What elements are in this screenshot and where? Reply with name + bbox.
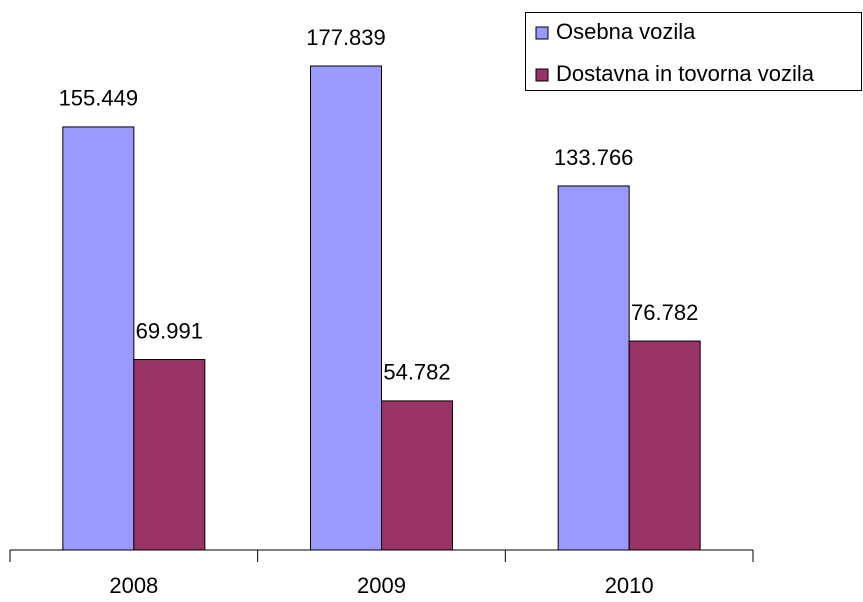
data-label: 133.766 [554,145,634,170]
bar [557,185,630,551]
data-label: 69.991 [136,318,203,343]
data-label: 177.839 [306,25,386,50]
bar [381,400,453,551]
bar [628,340,701,551]
legend-box [525,12,862,91]
bar [310,65,382,551]
data-label: 155.449 [59,86,139,111]
legend-label: Dostavna in tovorna vozila [556,61,815,86]
legend-swatch [535,68,549,82]
data-label: 76.782 [631,300,698,325]
bar [62,126,135,551]
x-tick-label: 2010 [605,573,654,598]
bar [133,359,206,551]
data-label: 54.782 [383,360,450,385]
legend-label: Osebna vozila [556,19,696,44]
x-tick-label: 2008 [109,573,158,598]
legend-swatch [535,26,549,40]
x-tick-label: 2009 [357,573,406,598]
